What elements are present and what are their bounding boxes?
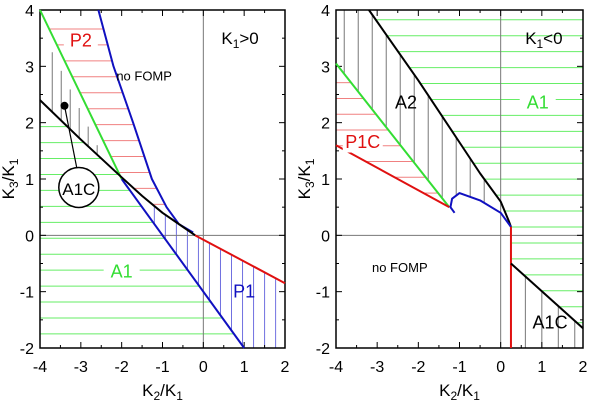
region-label-no-fomp: no FOMP (116, 68, 172, 83)
region-label-p1: P1 (233, 281, 255, 301)
text-part: K (295, 187, 314, 199)
region-label-no-fomp: no FOMP (372, 260, 428, 275)
x-tick-label: -2 (115, 359, 129, 376)
text-part: /K (457, 381, 474, 400)
x-tick-label: 0 (199, 359, 208, 376)
red-boundary-line (335, 144, 450, 209)
y-tick-label: 0 (321, 228, 330, 245)
y-tick-label: -1 (20, 285, 34, 302)
text-part: >0 (239, 29, 258, 48)
x-axis-label: K2/K1 (142, 381, 183, 401)
y-tick-label: 3 (321, 59, 330, 76)
region-label-p2-bg (63, 31, 98, 52)
text-part: <0 (543, 29, 562, 48)
subscript: 3 (7, 181, 21, 188)
region-label-a1c: A1C (533, 312, 568, 332)
x-tick-label: -3 (74, 359, 88, 376)
text-part: A1C (533, 312, 568, 332)
region-label-a1-bg (103, 262, 140, 283)
x-tick-label: -2 (411, 359, 425, 376)
region-label-p2: P2 (70, 31, 92, 51)
subscript: 1 (233, 37, 240, 51)
text-part: P1 (233, 281, 255, 301)
text-part: /K (160, 381, 177, 400)
text-part: /K (0, 165, 18, 182)
text-part: P1C (345, 132, 380, 152)
green-boundary-line (335, 62, 450, 208)
y-tick-label: 1 (321, 172, 330, 189)
y-tick-label: 3 (25, 59, 34, 76)
x-tick-label: 1 (240, 359, 249, 376)
callout-pointer (63, 105, 78, 168)
y-tick-label: 2 (25, 116, 34, 133)
y-tick-label: 1 (25, 172, 34, 189)
black-boundary-curve (39, 99, 196, 237)
blue-boundary-curve (449, 192, 512, 228)
region-label-a1: A1 (111, 262, 133, 282)
subscript: 1 (537, 37, 544, 51)
region-label-a2: A2 (395, 93, 417, 113)
subscript: 1 (303, 158, 317, 165)
text-part: A1C (62, 180, 95, 199)
x-tick-label: 2 (579, 359, 588, 376)
y-axis-label: K3/K1 (0, 158, 21, 199)
text-part: K (525, 29, 537, 48)
text-part: A2 (395, 93, 417, 113)
subscript: 1 (7, 158, 21, 165)
text-part: A1 (111, 262, 133, 282)
y-tick-label: -1 (316, 285, 330, 302)
black-lower-boundary-line (510, 262, 584, 330)
y-tick-label: -2 (316, 341, 330, 358)
x-tick-label: -4 (329, 359, 343, 376)
region-label-a1-bg (519, 93, 556, 114)
region-label-p1c: P1C (345, 132, 380, 152)
panel-title: K1<0 (525, 29, 562, 51)
region-label-a1c: A1C (62, 180, 95, 199)
y-tick-label: 4 (321, 3, 330, 20)
x-tick-label: -3 (370, 359, 384, 376)
y-tick-label: 2 (321, 116, 330, 133)
text-part: K (221, 29, 233, 48)
green-boundary-line (39, 9, 123, 180)
subscript: 2 (450, 389, 457, 401)
x-tick-label: -1 (452, 359, 466, 376)
region-label-a1: A1 (527, 93, 549, 113)
subscript: 3 (303, 181, 317, 188)
marker-dot (60, 101, 69, 110)
text-part: /K (295, 165, 314, 182)
subscript: 2 (153, 389, 160, 401)
panel-title: K1>0 (221, 29, 258, 51)
x-axis-label: K2/K1 (439, 381, 480, 401)
x-tick-label: -1 (155, 359, 169, 376)
x-tick-label: -4 (33, 359, 47, 376)
region-label-p1c-bg (342, 132, 383, 153)
text-part: A1 (527, 93, 549, 113)
blue-boundary-line (120, 178, 245, 349)
x-tick-label: 1 (537, 359, 546, 376)
black-boundary-line (368, 9, 512, 228)
x-tick-label: 0 (496, 359, 505, 376)
y-tick-label: 4 (25, 3, 34, 20)
y-axis-label: K3/K1 (295, 158, 317, 199)
y-tick-label: 0 (25, 228, 34, 245)
text-part: no FOMP (116, 68, 172, 83)
text-part: no FOMP (372, 260, 428, 275)
subscript: 1 (473, 389, 480, 401)
text-part: P2 (70, 31, 92, 51)
subscript: 1 (176, 389, 183, 401)
panel-k1-negative: -4 -3 -2 -1 0 1 2-2-101234K2/K1K3/K1K1<0A1A2P1… (295, 3, 588, 401)
callout-circle (58, 166, 100, 209)
red-boundary-line (194, 234, 286, 285)
text-part: K (0, 187, 18, 199)
text-part: K (439, 381, 451, 400)
text-part: K (142, 381, 154, 400)
x-tick-label: 2 (281, 359, 290, 376)
y-tick-label: -2 (20, 341, 34, 358)
